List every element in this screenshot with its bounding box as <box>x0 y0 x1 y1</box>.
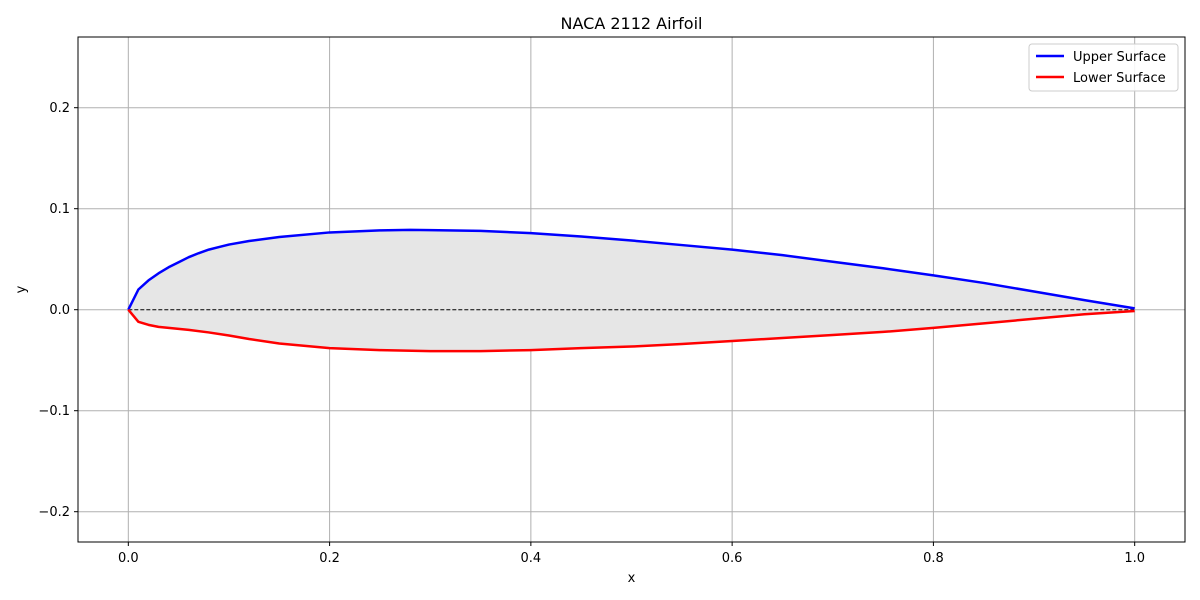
y-tick-label: −0.2 <box>38 505 70 520</box>
y-axis-label: y <box>14 285 29 293</box>
chart-title: NACA 2112 Airfoil <box>561 14 703 33</box>
series-lines <box>127 228 1135 353</box>
x-tick-label: 1.0 <box>1124 551 1145 566</box>
y-axis-ticks: −0.2 −0.1 0.0 0.1 0.2 <box>38 101 78 520</box>
legend: Upper Surface Lower Surface <box>1028 43 1179 92</box>
x-axis-label: x <box>628 571 636 586</box>
y-tick-label: 0.0 <box>49 303 70 318</box>
x-tick-label: 0.4 <box>521 551 542 566</box>
plot-frame <box>77 36 1186 543</box>
airfoil-fill-area <box>128 229 1135 352</box>
y-tick-label: 0.2 <box>49 101 70 116</box>
series-line-upper-surface <box>127 228 1135 311</box>
x-tick-label: 0.6 <box>722 551 743 566</box>
y-tick-label: −0.1 <box>38 404 70 419</box>
x-axis-ticks: 0.0 0.2 0.4 0.6 0.8 1.0 <box>118 542 1145 566</box>
x-tick-label: 0.8 <box>923 551 944 566</box>
legend-label-lower-surface: Lower Surface <box>1073 71 1166 86</box>
x-tick-label: 0.2 <box>319 551 340 566</box>
legend-box <box>1028 43 1179 92</box>
legend-label-upper-surface: Upper Surface <box>1073 50 1166 65</box>
y-tick-label: 0.1 <box>49 202 70 217</box>
series-line-lower-surface <box>127 308 1135 353</box>
x-tick-label: 0.0 <box>118 551 139 566</box>
